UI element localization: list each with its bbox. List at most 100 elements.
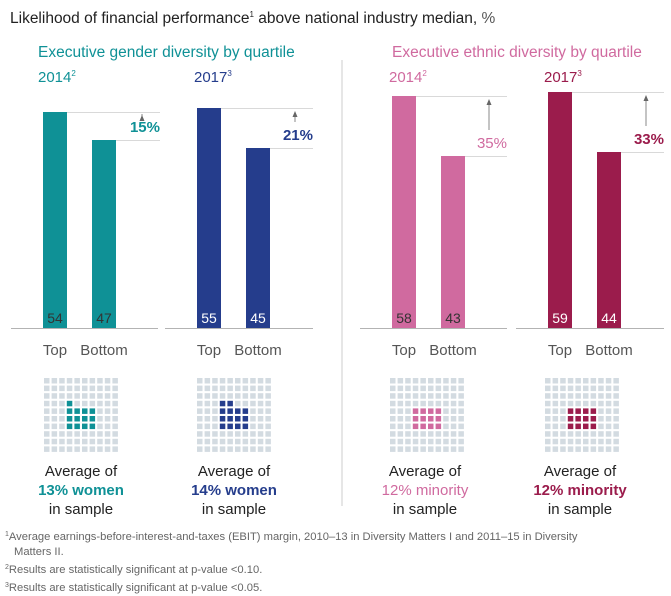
waffle-cell-empty bbox=[204, 423, 211, 430]
waffle-cell-empty bbox=[450, 385, 457, 392]
waffle-cell-empty bbox=[450, 416, 457, 422]
waffle-cell-empty bbox=[44, 400, 50, 407]
waffle-cell-empty bbox=[44, 423, 50, 430]
waffle-cell-empty bbox=[44, 446, 50, 452]
difference-label: 33% bbox=[634, 131, 664, 148]
footnote-2: 2Results are statistically significant a… bbox=[5, 560, 665, 578]
waffle-cell-empty bbox=[560, 431, 566, 437]
waffle-cell-empty bbox=[575, 393, 581, 399]
footnote-marker: 1 bbox=[5, 531, 9, 538]
waffle-cell-empty bbox=[458, 416, 464, 422]
waffle-cell-empty bbox=[51, 446, 58, 452]
waffle-cell-empty bbox=[112, 378, 118, 384]
waffle-cell-filled bbox=[227, 400, 233, 407]
waffle-cell-empty bbox=[44, 385, 50, 392]
waffle-cell-empty bbox=[89, 431, 96, 437]
waffle-cell-empty bbox=[552, 438, 559, 445]
waffle-cell-empty bbox=[458, 446, 464, 452]
waffle-cell-empty bbox=[66, 431, 73, 437]
waffle-cell-empty bbox=[227, 446, 233, 452]
waffle-cell-empty bbox=[420, 400, 426, 407]
waffle-cell-empty bbox=[104, 385, 111, 392]
waffle-cell-empty bbox=[605, 385, 612, 392]
waffle-cell-empty bbox=[112, 416, 118, 422]
waffle-cell-empty bbox=[204, 378, 211, 384]
waffle-cell-empty bbox=[51, 416, 58, 422]
waffle-cell-empty bbox=[204, 416, 211, 422]
waffle-cell-empty bbox=[560, 423, 566, 430]
waffle-cell-empty bbox=[66, 393, 73, 399]
waffle-cell-empty bbox=[575, 385, 581, 392]
waffle-cell-empty bbox=[104, 438, 111, 445]
waffle-cell-empty bbox=[458, 431, 464, 437]
bar-top bbox=[43, 112, 67, 328]
waffle-cell-empty bbox=[265, 408, 271, 414]
waffle-cell-empty bbox=[552, 385, 559, 392]
waffle-cell-empty bbox=[443, 385, 449, 392]
waffle-cell-empty bbox=[250, 385, 256, 392]
waffle-cell-empty bbox=[204, 393, 211, 399]
waffle-cell-empty bbox=[567, 438, 574, 445]
waffle-cell-empty bbox=[390, 408, 396, 414]
waffle-cell-empty bbox=[212, 400, 218, 407]
waffle-cell-empty bbox=[590, 378, 597, 384]
waffle-cell-filled bbox=[412, 408, 419, 414]
waffle-cell-empty bbox=[405, 423, 411, 430]
waffle-cell-empty bbox=[590, 393, 597, 399]
waffle-cell-empty bbox=[235, 385, 241, 392]
waffle-cell-empty bbox=[212, 393, 218, 399]
waffle-cell-empty bbox=[552, 446, 559, 452]
waffle-cell-empty bbox=[104, 393, 111, 399]
waffle-cell-empty bbox=[59, 416, 65, 422]
category-label: Top bbox=[392, 342, 416, 359]
waffle-cell-empty bbox=[598, 408, 604, 414]
waffle-cell-empty bbox=[560, 446, 566, 452]
waffle-cell-empty bbox=[250, 378, 256, 384]
waffle-cell-empty bbox=[450, 408, 457, 414]
waffle-cell-empty bbox=[397, 385, 404, 392]
waffle-cell-empty bbox=[613, 431, 619, 437]
waffle-cell-empty bbox=[66, 446, 73, 452]
waffle-cell-filled bbox=[242, 416, 249, 422]
caption-post: in sample bbox=[201, 501, 267, 518]
waffle-cell-empty bbox=[545, 393, 551, 399]
waffle-cell-filled bbox=[74, 416, 80, 422]
waffle-cell-empty bbox=[89, 378, 96, 384]
footnote-marker: 3 bbox=[5, 582, 9, 589]
waffle-cell-empty bbox=[450, 400, 457, 407]
waffle-cell-empty bbox=[74, 438, 80, 445]
waffle-cell-empty bbox=[235, 393, 241, 399]
footnote-1-cont: Matters II. bbox=[14, 546, 64, 558]
category-label: Bottom bbox=[585, 342, 633, 359]
waffle-cell-empty bbox=[112, 393, 118, 399]
year-footnote-ref: 3 bbox=[577, 69, 582, 78]
waffle-cell-empty bbox=[227, 378, 233, 384]
sample-caption-0: Average of 13% women in sample bbox=[16, 462, 146, 519]
waffle-cell-empty bbox=[197, 431, 203, 437]
waffle-cell-filled bbox=[412, 423, 419, 430]
waffle-cell-empty bbox=[605, 423, 612, 430]
bar-top bbox=[548, 92, 572, 328]
waffle-cell-empty bbox=[97, 385, 103, 392]
waffle-cell-filled bbox=[66, 408, 73, 414]
waffle-cell-empty bbox=[242, 378, 249, 384]
year-label: 2014 bbox=[389, 69, 423, 86]
difference-label: 35% bbox=[477, 135, 507, 152]
waffle-cell-empty bbox=[265, 431, 271, 437]
waffle-cell-empty bbox=[390, 438, 396, 445]
footnote-text: Results are statistically significant at… bbox=[8, 582, 263, 594]
waffle-cell-empty bbox=[397, 393, 404, 399]
waffle-cell-empty bbox=[613, 423, 619, 430]
category-label: Bottom bbox=[80, 342, 128, 359]
waffle-cell-empty bbox=[74, 378, 80, 384]
bar-value-label: 47 bbox=[96, 310, 112, 326]
waffle-cell-empty bbox=[219, 446, 226, 452]
waffle-cell-empty bbox=[560, 438, 566, 445]
waffle-cell-empty bbox=[51, 385, 58, 392]
waffle-cell-empty bbox=[420, 378, 426, 384]
waffle-cell-empty bbox=[97, 438, 103, 445]
waffle-cell-empty bbox=[575, 438, 581, 445]
waffle-cell-empty bbox=[104, 408, 111, 414]
difference-arrow-head-icon bbox=[486, 99, 492, 105]
waffle-cell-empty bbox=[605, 416, 612, 422]
